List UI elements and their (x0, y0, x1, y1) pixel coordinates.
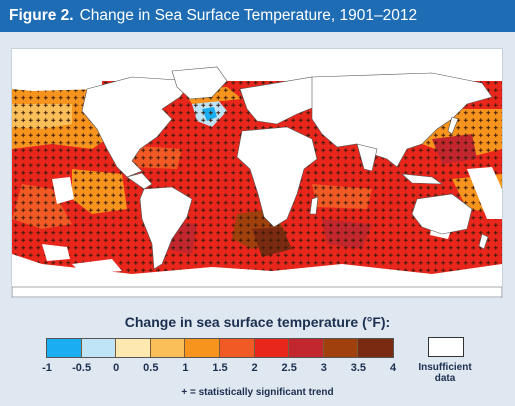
insufficient-label-line1: Insufficient (418, 362, 472, 373)
legend-swatch (323, 339, 359, 357)
legend-tick-label: 1 (182, 362, 189, 374)
insufficient-data-areas (12, 49, 502, 297)
world-map (11, 48, 503, 298)
figure-header: Figure 2. Change in Sea Surface Temperat… (0, 0, 515, 32)
legend-tick-label: 2.5 (281, 362, 297, 374)
insufficient-data-swatch (428, 337, 464, 357)
legend-tick-label: -1 (42, 362, 52, 374)
legend-swatch (219, 339, 255, 357)
land-masses (12, 66, 502, 297)
insufficient-data-label: Insufficient data (412, 362, 478, 384)
legend-swatch (289, 339, 324, 357)
legend-color-bar (46, 338, 394, 358)
legend-tick-label: -0.5 (72, 362, 92, 374)
significance-footnote: + = statistically significant trend (181, 387, 334, 398)
legend-swatch (254, 339, 290, 357)
legend-swatch (81, 339, 117, 357)
figure-label: Figure 2. (9, 7, 74, 24)
figure-panel: Change in sea surface temperature (°F): … (0, 32, 515, 406)
legend-tick-label: 3.5 (350, 362, 367, 374)
insufficient-label-line2: data (434, 373, 456, 384)
legend-swatch (358, 339, 393, 357)
legend-tick-label: 4 (389, 362, 397, 374)
sst-map-svg (12, 49, 502, 297)
legend-swatch (185, 339, 220, 357)
legend-tick-label: 0 (113, 362, 120, 374)
legend-tick-label: 1.5 (212, 362, 228, 374)
legend-tick-label: 2 (251, 362, 258, 374)
legend-title: Change in sea surface temperature (°F): (124, 314, 391, 330)
legend-swatch (150, 339, 186, 357)
legend-tick-label: 0.5 (143, 362, 159, 374)
figure-title: Change in Sea Surface Temperature, 1901–… (79, 7, 418, 24)
legend-swatch (47, 339, 82, 357)
legend-tick-label: 3 (320, 362, 327, 374)
legend-swatch (116, 339, 151, 357)
